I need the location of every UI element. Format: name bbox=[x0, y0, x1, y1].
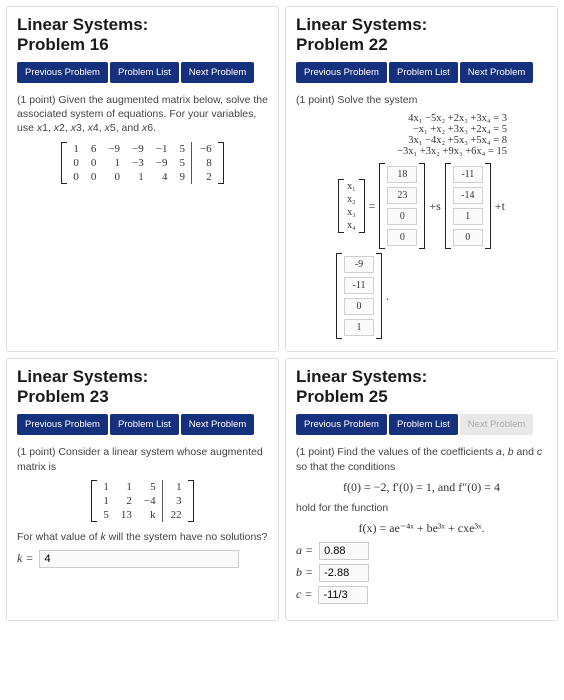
sol-input[interactable]: -11 bbox=[344, 277, 374, 294]
a-label: a = bbox=[296, 543, 313, 558]
b-input-row: b = bbox=[296, 564, 547, 582]
problem-25-prompt2: hold for the function bbox=[296, 501, 547, 515]
problem-22-solution-t: -9 -11 0 1 . bbox=[336, 253, 547, 339]
next-button: Next Problem bbox=[460, 414, 534, 435]
param-t-label: +t bbox=[495, 199, 505, 214]
problem-25-function: f(x) = ae⁻⁴ˣ + be³ˣ + cxe³ˣ. bbox=[296, 521, 547, 536]
list-button[interactable]: Problem List bbox=[110, 62, 179, 83]
sol-input[interactable]: 1 bbox=[453, 208, 483, 225]
problem-16-card: Linear Systems: Problem 16 Previous Prob… bbox=[6, 6, 279, 352]
k-input[interactable] bbox=[39, 550, 239, 568]
nav-row-16: Previous Problem Problem List Next Probl… bbox=[17, 62, 268, 83]
sol-input[interactable]: 0 bbox=[453, 229, 483, 246]
sol-input[interactable]: -9 bbox=[344, 256, 374, 273]
problem-22-title: Linear Systems: Problem 22 bbox=[296, 15, 547, 54]
problem-16-title: Linear Systems: Problem 16 bbox=[17, 15, 268, 54]
k-input-row: k = bbox=[17, 550, 268, 568]
param-s-label: +s bbox=[429, 199, 440, 214]
problem-22-card: Linear Systems: Problem 22 Previous Prob… bbox=[285, 6, 558, 352]
prev-button[interactable]: Previous Problem bbox=[17, 62, 108, 83]
sol-input[interactable]: 1 bbox=[344, 319, 374, 336]
sol-input[interactable]: -14 bbox=[453, 187, 483, 204]
sol-input[interactable]: 18 bbox=[387, 166, 417, 183]
c-input[interactable] bbox=[318, 586, 368, 604]
problem-23-prompt: (1 point) Consider a linear system whose… bbox=[17, 445, 268, 473]
a-input-row: a = bbox=[296, 542, 547, 560]
c-label: c = bbox=[296, 587, 312, 602]
prev-button[interactable]: Previous Problem bbox=[296, 414, 387, 435]
prev-button[interactable]: Previous Problem bbox=[17, 414, 108, 435]
sol-input[interactable]: 0 bbox=[344, 298, 374, 315]
problem-25-title: Linear Systems: Problem 25 bbox=[296, 367, 547, 406]
problem-25-prompt: (1 point) Find the values of the coeffic… bbox=[296, 445, 547, 473]
nav-row-22: Previous Problem Problem List Next Probl… bbox=[296, 62, 547, 83]
problem-23-card: Linear Systems: Problem 23 Previous Prob… bbox=[6, 358, 279, 621]
nav-row-23: Previous Problem Problem List Next Probl… bbox=[17, 414, 268, 435]
problem-25-conditions: f(0) = −2, f′(0) = 1, and f″(0) = 4 bbox=[296, 480, 547, 495]
problem-23-title: Linear Systems: Problem 23 bbox=[17, 367, 268, 406]
sol-input[interactable]: 0 bbox=[387, 229, 417, 246]
b-label: b = bbox=[296, 565, 313, 580]
nav-row-25: Previous Problem Problem List Next Probl… bbox=[296, 414, 547, 435]
next-button[interactable]: Next Problem bbox=[460, 62, 534, 83]
problem-23-question: For what value of k will the system have… bbox=[17, 530, 268, 544]
prev-button[interactable]: Previous Problem bbox=[296, 62, 387, 83]
next-button[interactable]: Next Problem bbox=[181, 62, 255, 83]
next-button[interactable]: Next Problem bbox=[181, 414, 255, 435]
problem-25-card: Linear Systems: Problem 25 Previous Prob… bbox=[285, 358, 558, 621]
k-label: k = bbox=[17, 551, 33, 566]
a-input[interactable] bbox=[319, 542, 369, 560]
sol-input[interactable]: 0 bbox=[387, 208, 417, 225]
problem-16-matrix: 16−9−9−15−6001−3−9580001492 bbox=[17, 142, 268, 184]
list-button[interactable]: Problem List bbox=[110, 414, 179, 435]
problem-23-matrix: 115112−43513k22 bbox=[17, 480, 268, 522]
problem-22-system: 4x₁ −5x₂ +2x₃ +3x₄ = 3−x₁ +x₂ +3x₃ +2x₄ … bbox=[296, 113, 547, 157]
problem-22-solution: x₁ x₂ x₃ x₄ = 18 23 0 0 +s -11 -14 bbox=[296, 163, 547, 249]
problem-22-prompt: (1 point) Solve the system bbox=[296, 93, 547, 107]
sol-input[interactable]: -11 bbox=[453, 166, 483, 183]
problem-16-prompt: (1 point) Given the augmented matrix bel… bbox=[17, 93, 268, 136]
b-input[interactable] bbox=[319, 564, 369, 582]
sol-input[interactable]: 23 bbox=[387, 187, 417, 204]
c-input-row: c = bbox=[296, 586, 547, 604]
list-button[interactable]: Problem List bbox=[389, 62, 458, 83]
list-button[interactable]: Problem List bbox=[389, 414, 458, 435]
